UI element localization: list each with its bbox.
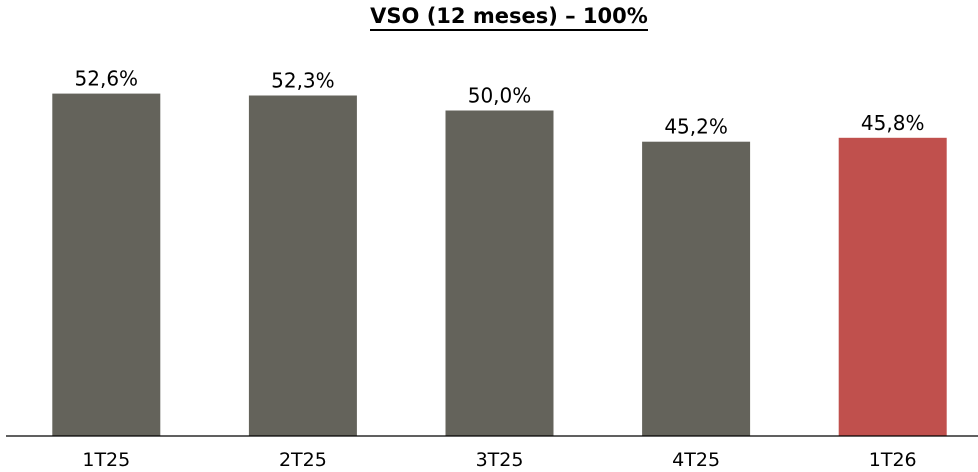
data-label-1T26: 45,8% (861, 111, 925, 135)
bar-3T25 (445, 110, 554, 436)
x-tick-label-2T25: 2T25 (279, 449, 327, 471)
x-tick-label-1T25: 1T25 (82, 449, 130, 471)
bar-2T25 (248, 95, 357, 436)
x-tick-label-3T25: 3T25 (476, 449, 524, 471)
x-tick-label-4T25: 4T25 (672, 449, 720, 471)
x-tick-label-1T26: 1T26 (869, 449, 917, 471)
data-label-4T25: 45,2% (664, 115, 728, 139)
bar-1T25 (52, 93, 161, 436)
data-label-3T25: 50,0% (468, 84, 532, 108)
data-label-2T25: 52,3% (271, 69, 335, 93)
data-label-1T25: 52,6% (75, 67, 139, 91)
bar-1T26 (838, 137, 947, 437)
chart-title: VSO (12 meses) – 100% (370, 4, 648, 31)
bar-4T25 (642, 141, 751, 436)
chart-title-wrap: VSO (12 meses) – 100% (0, 4, 978, 31)
